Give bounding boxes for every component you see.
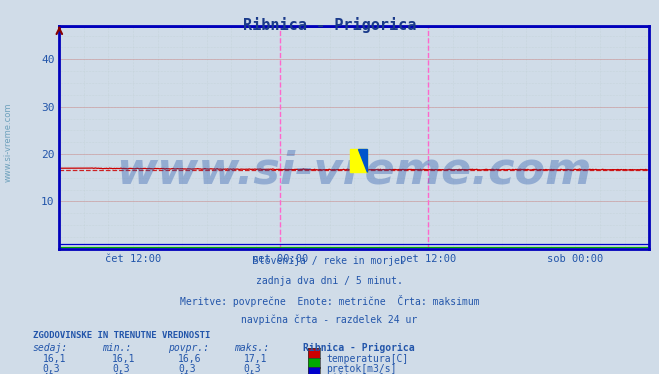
Text: zadnja dva dni / 5 minut.: zadnja dva dni / 5 minut. <box>256 276 403 286</box>
Text: pretok[m3/s]: pretok[m3/s] <box>326 364 397 374</box>
Text: www.si-vreme.com: www.si-vreme.com <box>117 149 592 192</box>
Text: 16,1: 16,1 <box>43 354 67 364</box>
Text: www.si-vreme.com: www.si-vreme.com <box>3 102 13 182</box>
Text: Ribnica - Prigorica: Ribnica - Prigorica <box>243 17 416 33</box>
Text: maks.:: maks.: <box>234 343 269 353</box>
Text: povpr.:: povpr.: <box>168 343 209 353</box>
Text: sedaj:: sedaj: <box>33 343 68 353</box>
Text: ZGODOVINSKE IN TRENUTNE VREDNOSTI: ZGODOVINSKE IN TRENUTNE VREDNOSTI <box>33 331 210 340</box>
Text: 17,1: 17,1 <box>244 354 268 364</box>
Text: Meritve: povprečne  Enote: metrične  Črta: maksimum: Meritve: povprečne Enote: metrične Črta:… <box>180 295 479 307</box>
Text: Ribnica - Prigorica: Ribnica - Prigorica <box>303 343 415 353</box>
Text: 0,3: 0,3 <box>43 364 61 374</box>
Text: 46: 46 <box>112 373 124 374</box>
Text: 46: 46 <box>178 373 190 374</box>
Text: 16,6: 16,6 <box>178 354 202 364</box>
Text: navpična črta - razdelek 24 ur: navpična črta - razdelek 24 ur <box>241 315 418 325</box>
Text: 0,3: 0,3 <box>244 364 262 374</box>
Text: 46: 46 <box>43 373 55 374</box>
Polygon shape <box>358 149 366 172</box>
Bar <box>350 149 366 172</box>
Text: višina[cm]: višina[cm] <box>326 373 385 374</box>
Text: 0,3: 0,3 <box>178 364 196 374</box>
Text: Slovenija / reke in morje.: Slovenija / reke in morje. <box>253 256 406 266</box>
Text: 0,3: 0,3 <box>112 364 130 374</box>
Text: 16,1: 16,1 <box>112 354 136 364</box>
Text: temperatura[C]: temperatura[C] <box>326 354 409 364</box>
Text: min.:: min.: <box>102 343 132 353</box>
Text: 46: 46 <box>244 373 256 374</box>
